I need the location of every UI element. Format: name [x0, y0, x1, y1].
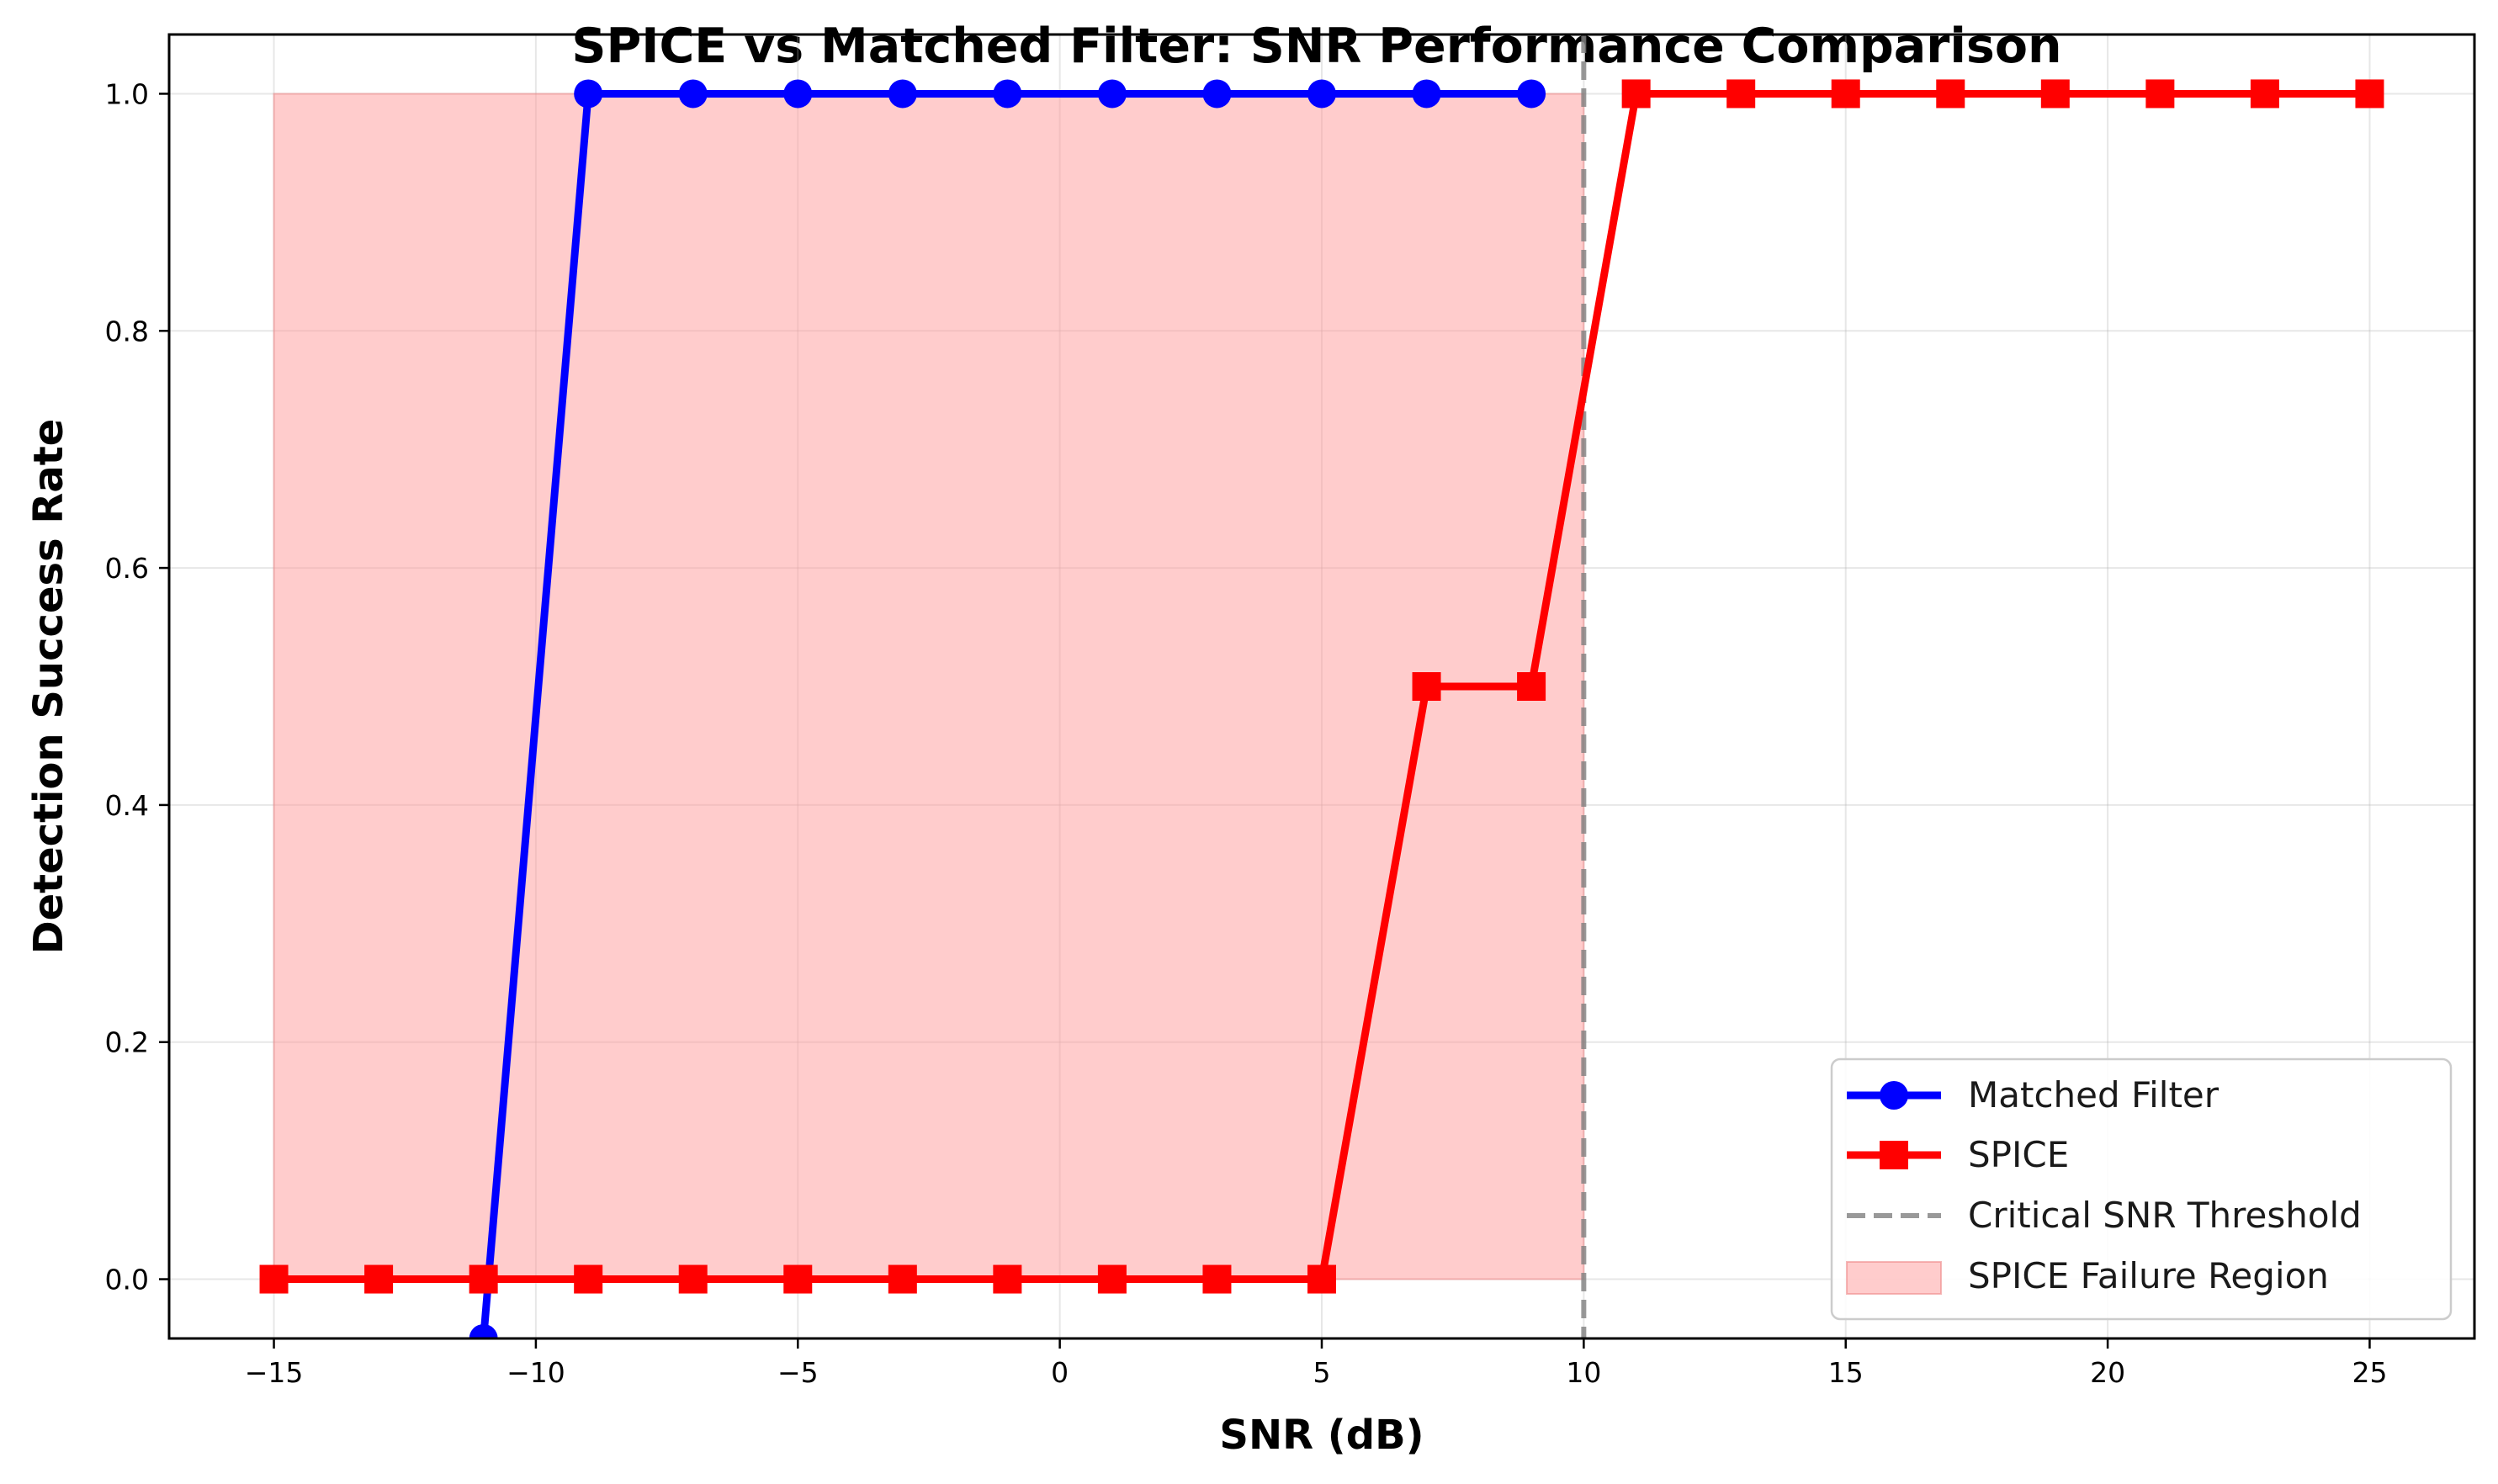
legend-label-failure-region: SPICE Failure Region: [1968, 1255, 2329, 1296]
data-point: [469, 1264, 498, 1294]
data-point: [1097, 1264, 1127, 1294]
x-tick-label: 10: [1566, 1356, 1601, 1389]
data-point: [1307, 1264, 1336, 1294]
y-tick-label: 0.0: [105, 1264, 149, 1296]
data-point: [783, 79, 813, 109]
data-point: [1517, 672, 1546, 701]
data-point: [678, 1264, 708, 1294]
y-axis-label: Detection Success Rate: [25, 419, 72, 955]
data-point: [2355, 79, 2384, 109]
data-point: [678, 79, 708, 109]
x-tick-label: −5: [777, 1356, 819, 1389]
legend-label-threshold: Critical SNR Threshold: [1968, 1195, 2362, 1236]
series-matched-filter: [469, 79, 1546, 1338]
data-point: [574, 79, 603, 109]
data-point: [2145, 79, 2175, 109]
x-axis-label: SNR (dB): [1219, 1412, 1424, 1459]
y-tick-label: 0.2: [105, 1026, 149, 1059]
x-tick-label: 25: [2352, 1356, 2387, 1389]
data-point: [2250, 79, 2279, 109]
chart-title: SPICE vs Matched Filter: SNR Performance…: [571, 19, 2061, 74]
data-point: [364, 1264, 394, 1294]
data-point: [1097, 79, 1127, 109]
data-point: [1517, 79, 1546, 109]
data-point: [1202, 1264, 1232, 1294]
data-point: [1412, 672, 1441, 701]
x-tick-label: 5: [1313, 1356, 1331, 1389]
data-point: [259, 1264, 289, 1294]
legend-marker-spice: [1880, 1141, 1908, 1169]
x-tick-label: 20: [2090, 1356, 2125, 1389]
legend: Matched Filter SPICE Critical SNR Thresh…: [1830, 1057, 2453, 1321]
series-spice: [259, 79, 2384, 1294]
y-tick-label: 1.0: [105, 77, 149, 110]
tick-layer: −15 −10 −5 0 5 10 15 20 25 0.0 0.2 0.4 0.6 0.8 1.0: [105, 77, 2388, 1389]
data-point: [1831, 79, 1860, 109]
legend-markers: [1846, 1081, 1942, 1295]
legend-marker-matched-filter: [1880, 1081, 1908, 1110]
data-point: [469, 1324, 498, 1338]
data-point: [1726, 79, 1756, 109]
data-point: [888, 1264, 917, 1294]
legend-label-matched-filter: Matched Filter: [1968, 1074, 2220, 1116]
failure-region: [273, 93, 1585, 1280]
data-point: [993, 79, 1022, 109]
x-tick-label: −15: [245, 1356, 304, 1389]
legend-swatch-failure-region: [1846, 1261, 1942, 1295]
y-tick-label: 0.6: [105, 552, 149, 585]
y-tick-label: 0.4: [105, 789, 149, 822]
legend-frame: [1830, 1057, 2453, 1321]
x-tick-label: −10: [506, 1356, 565, 1389]
data-point: [574, 1264, 603, 1294]
data-point: [783, 1264, 813, 1294]
data-point: [1412, 79, 1441, 109]
x-tick-label: 0: [1051, 1356, 1069, 1389]
data-point: [1202, 79, 1232, 109]
data-point: [888, 79, 917, 109]
data-point: [1621, 79, 1651, 109]
data-point: [1307, 79, 1336, 109]
series-layer: [259, 79, 2384, 1338]
x-tick-label: 15: [1828, 1356, 1864, 1389]
data-point: [1936, 79, 1965, 109]
y-tick-label: 0.8: [105, 315, 149, 347]
legend-label-spice: SPICE: [1968, 1134, 2069, 1175]
data-point: [993, 1264, 1022, 1294]
data-point: [2040, 79, 2070, 109]
region-layer: [273, 93, 1585, 1280]
